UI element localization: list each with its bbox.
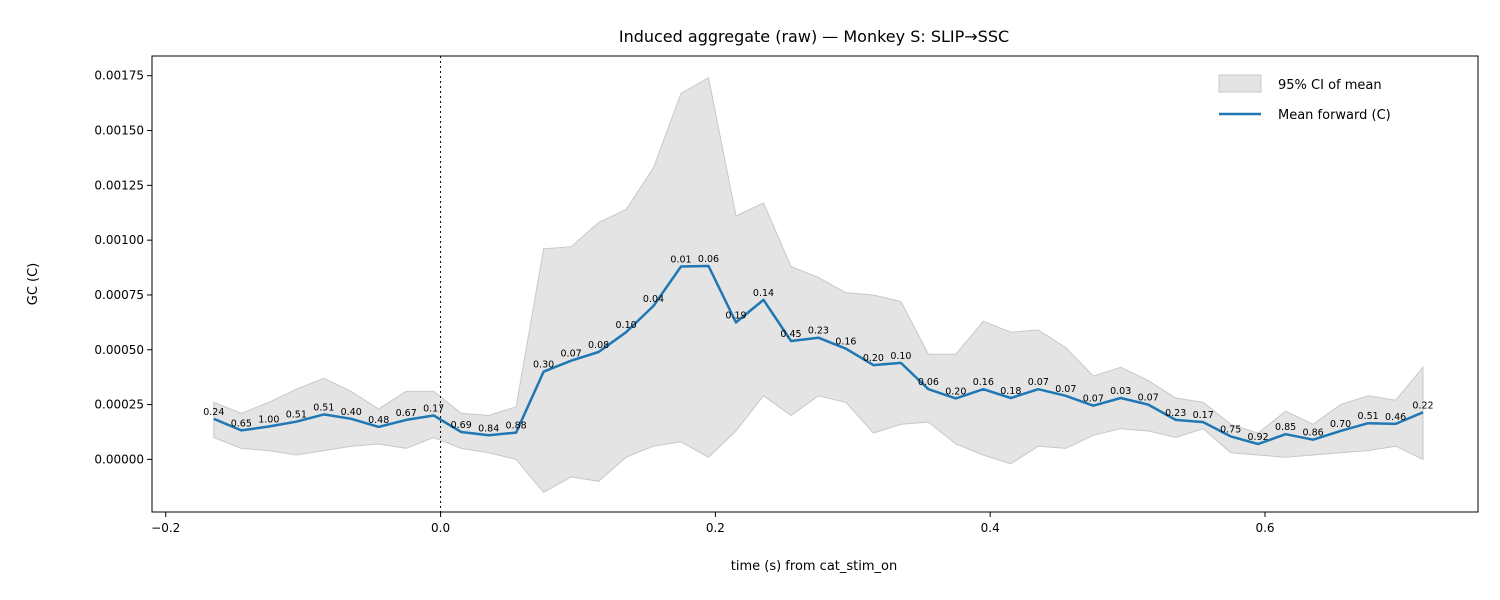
data-label: 0.92: [1248, 432, 1269, 443]
y-tick-label: 0.00000: [94, 452, 144, 466]
data-label: 0.20: [863, 353, 884, 364]
y-axis-label: GC (C): [26, 263, 41, 306]
ci-band-layer: [213, 77, 1424, 493]
y-tick-label: 0.00150: [94, 124, 144, 138]
data-label: 0.19: [725, 310, 746, 321]
data-label: 0.70: [1330, 419, 1351, 430]
data-label: 0.67: [396, 408, 417, 419]
chart-title: Induced aggregate (raw) — Monkey S: SLIP…: [619, 27, 1009, 46]
y-tick-label: 0.00175: [94, 69, 144, 83]
data-label: 0.84: [478, 423, 499, 434]
data-label: 0.10: [890, 351, 911, 362]
x-tick-label: 0.2: [706, 521, 725, 535]
data-label: 0.07: [1138, 393, 1159, 404]
ci-band: [213, 77, 1424, 493]
series-line-layer: [213, 264, 1424, 446]
data-label: 0.88: [506, 421, 527, 432]
data-label: 0.69: [451, 420, 472, 431]
x-tick-label: 0.4: [981, 521, 1000, 535]
data-label: 0.18: [1000, 386, 1021, 397]
y-tick-label: 0.00100: [94, 233, 144, 247]
data-label: 0.45: [780, 329, 801, 340]
data-label: 0.17: [423, 404, 444, 415]
x-tick-label: −0.2: [151, 521, 180, 535]
data-label: 0.16: [973, 377, 994, 388]
data-label: 0.51: [286, 410, 307, 421]
data-label: 0.22: [1412, 400, 1433, 411]
data-label: 0.16: [835, 337, 856, 348]
data-label: 0.48: [368, 415, 389, 426]
data-label: 0.24: [203, 407, 224, 418]
data-label: 0.07: [561, 349, 582, 360]
y-tick-label: 0.00125: [94, 178, 144, 192]
y-axis: 0.00000 0.00025 0.00050 0.00075 0.00100 0.001…: [94, 69, 152, 466]
plot-frame: [151, 55, 1479, 513]
data-label: 0.86: [1303, 428, 1324, 439]
y-tick-label: 0.00075: [94, 288, 144, 302]
data-label: 0.75: [1220, 424, 1241, 435]
data-label: 0.40: [341, 407, 362, 418]
data-label-layer: 0.24 0.65 1.00 0.51 0.51 0.40 0.48 0.67 0.17 0.69…: [203, 254, 1433, 443]
x-axis-label: time (s) from cat_stim_on: [731, 559, 898, 574]
data-label: 0.07: [1055, 384, 1076, 395]
data-label: 0.07: [1028, 377, 1049, 388]
data-label: 0.04: [643, 294, 664, 305]
data-label: 0.06: [698, 254, 719, 265]
data-label: 0.46: [1385, 412, 1406, 423]
data-label: 0.23: [1165, 408, 1186, 419]
data-label: 0.51: [1358, 411, 1379, 422]
legend-mean-label: Mean forward (C): [1278, 108, 1391, 123]
data-label: 0.23: [808, 326, 829, 337]
mean-forward-line: [213, 264, 1424, 446]
data-label: 0.85: [1275, 422, 1296, 433]
data-label: 0.20: [945, 386, 966, 397]
data-label: 0.07: [1083, 394, 1104, 405]
x-tick-label: 0.6: [1255, 521, 1274, 535]
x-axis: −0.2 0.0 0.2 0.4 0.6: [151, 512, 1275, 535]
data-label: 0.17: [1193, 410, 1214, 421]
data-label: 0.08: [588, 340, 609, 351]
legend: 95% CI of mean Mean forward (C): [1218, 74, 1391, 123]
data-label: 0.03: [1110, 386, 1131, 397]
x-tick-label: 0.0: [431, 521, 450, 535]
data-label: 0.01: [670, 255, 691, 266]
legend-ci-label: 95% CI of mean: [1278, 78, 1382, 93]
data-label: 0.51: [313, 402, 334, 413]
data-label: 0.10: [616, 320, 637, 331]
data-label: 0.14: [753, 288, 774, 299]
data-label: 0.65: [231, 418, 252, 429]
y-tick-label: 0.00050: [94, 343, 144, 357]
y-tick-label: 0.00025: [94, 398, 144, 412]
data-label: 0.06: [918, 377, 939, 388]
data-label: 1.00: [258, 415, 279, 426]
legend-ci-swatch: [1218, 74, 1262, 93]
data-label: 0.30: [533, 360, 554, 371]
